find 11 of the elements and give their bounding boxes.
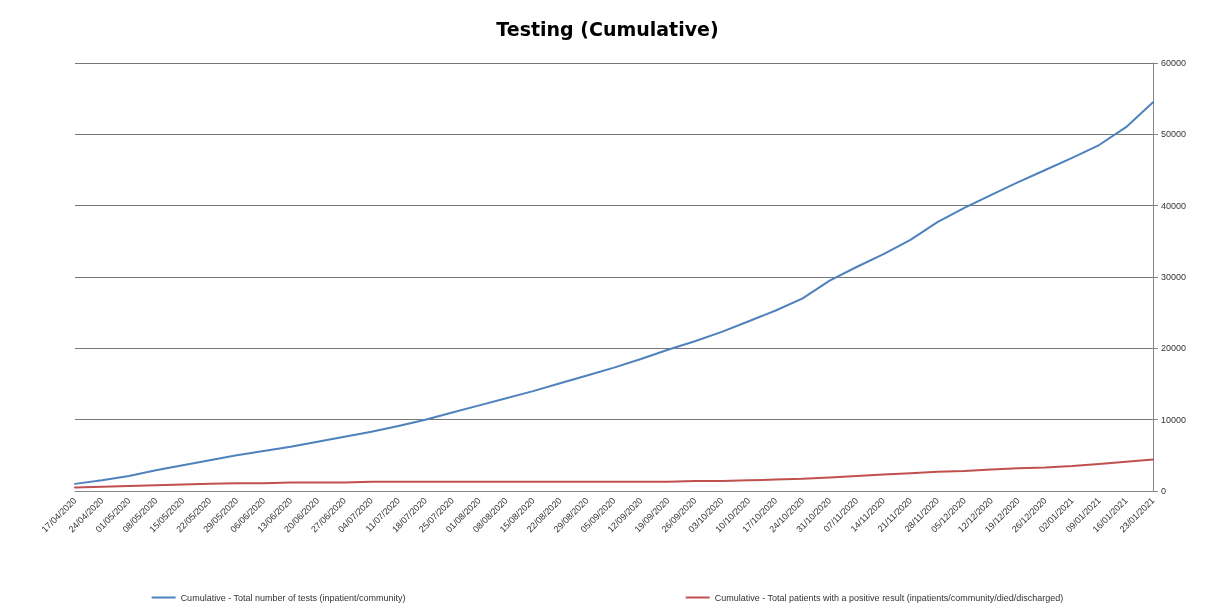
- legend-label: Cumulative - Total patients with a positive result (inpatients/community/died/discharged): [714, 592, 1064, 603]
- y-tick-label: 40000: [1161, 200, 1187, 211]
- y-tick-label: 50000: [1161, 129, 1187, 140]
- y-tick-label: 60000: [1161, 58, 1187, 68]
- y-tick-label: 10000: [1161, 414, 1187, 425]
- y-tick-label: 20000: [1161, 343, 1187, 354]
- line-series: [74, 101, 1154, 485]
- chart-title: Testing (Cumulative): [496, 17, 719, 40]
- legend-label: Cumulative - Total number of tests (inpatient/community): [180, 592, 406, 603]
- y-tick-label: 0: [1161, 486, 1167, 496]
- y-tick-label: 30000: [1161, 272, 1187, 282]
